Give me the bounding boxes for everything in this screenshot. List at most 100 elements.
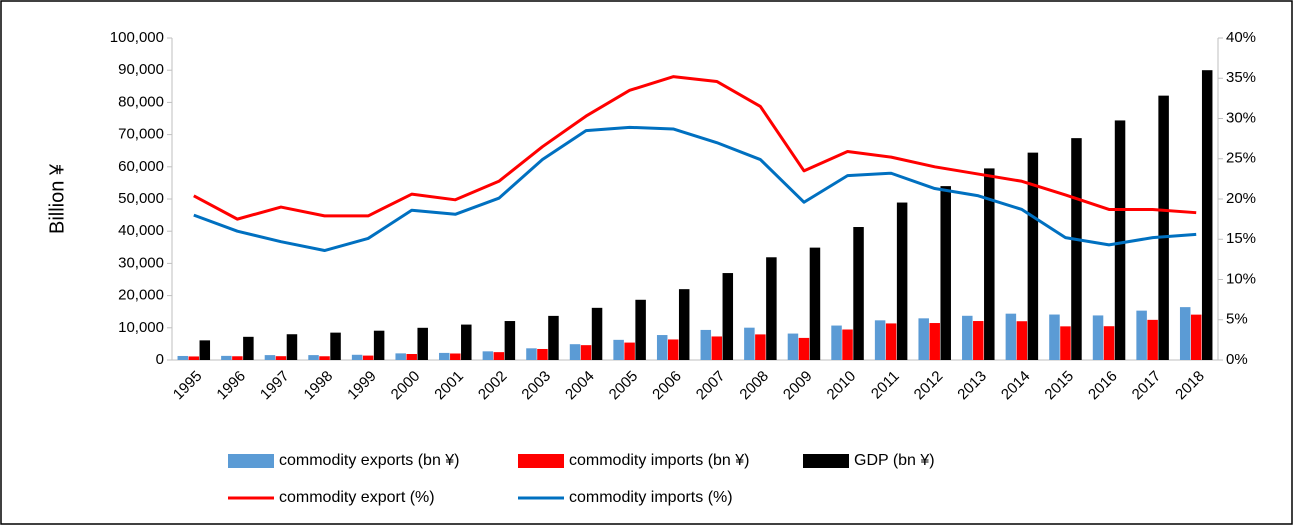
bar bbox=[308, 355, 319, 360]
y-tick-label: 40,000 bbox=[118, 222, 164, 239]
bar bbox=[962, 315, 973, 360]
bar bbox=[1027, 152, 1039, 360]
bar bbox=[243, 336, 254, 360]
bar bbox=[537, 348, 548, 360]
bar bbox=[177, 355, 189, 360]
bar bbox=[755, 334, 766, 360]
y-axis-label: Billion ¥ bbox=[46, 163, 68, 234]
bar bbox=[188, 356, 200, 360]
y2-tick-label: 25% bbox=[1226, 150, 1256, 167]
bar bbox=[853, 227, 864, 360]
bar bbox=[1092, 315, 1104, 360]
legend-label: commodity imports (%) bbox=[569, 489, 733, 506]
bar bbox=[450, 353, 461, 360]
bar bbox=[711, 336, 723, 360]
bar bbox=[1114, 120, 1126, 360]
bar bbox=[569, 344, 581, 360]
y2-tick-label: 10% bbox=[1226, 270, 1256, 287]
bar bbox=[678, 289, 690, 360]
y2-tick-label: 5% bbox=[1226, 311, 1248, 328]
bar bbox=[406, 354, 417, 360]
y-tick-label: 90,000 bbox=[118, 61, 164, 78]
bar bbox=[1060, 326, 1071, 360]
bar bbox=[613, 339, 624, 360]
bar bbox=[984, 168, 995, 360]
bar bbox=[635, 299, 646, 360]
bar bbox=[1005, 313, 1017, 360]
line bbox=[193, 125, 1197, 253]
y-tick-label: 80,000 bbox=[118, 93, 164, 110]
bar bbox=[482, 351, 494, 360]
bar bbox=[787, 333, 799, 360]
bar bbox=[1201, 70, 1213, 360]
bar bbox=[1190, 314, 1202, 360]
y-tick-label: 30,000 bbox=[118, 254, 164, 271]
bar bbox=[548, 315, 559, 360]
bar bbox=[461, 324, 472, 360]
bar bbox=[199, 340, 211, 360]
bar bbox=[232, 356, 243, 360]
y-tick-label: 10,000 bbox=[118, 319, 164, 336]
bar bbox=[286, 334, 298, 360]
legend-swatch bbox=[803, 454, 849, 468]
bar bbox=[591, 307, 603, 360]
y-tick-label: 100,000 bbox=[110, 29, 164, 46]
legend-label: commodity export (%) bbox=[279, 489, 435, 506]
bar bbox=[766, 257, 777, 360]
y2-tick-label: 35% bbox=[1226, 69, 1256, 86]
bar bbox=[973, 321, 984, 360]
bar bbox=[667, 339, 679, 360]
line bbox=[193, 75, 1197, 221]
bar bbox=[1147, 319, 1158, 360]
bar bbox=[885, 323, 897, 360]
y-tick-label: 50,000 bbox=[118, 190, 164, 207]
bar bbox=[1158, 95, 1169, 360]
bar bbox=[722, 273, 734, 360]
bar bbox=[842, 329, 853, 360]
bar bbox=[1103, 326, 1115, 360]
bar bbox=[221, 355, 232, 360]
bar bbox=[319, 356, 330, 360]
bar bbox=[918, 318, 929, 360]
bar bbox=[874, 320, 886, 360]
y-tick-label: 70,000 bbox=[118, 126, 164, 143]
y-tick-label: 0 bbox=[156, 351, 164, 368]
bar bbox=[929, 323, 940, 360]
bar bbox=[809, 247, 821, 360]
bar bbox=[656, 335, 668, 360]
bar bbox=[798, 337, 810, 360]
bar bbox=[700, 329, 712, 360]
bar bbox=[744, 327, 755, 360]
bar bbox=[362, 355, 374, 360]
y2-tick-label: 30% bbox=[1226, 109, 1256, 126]
bar bbox=[417, 327, 428, 360]
bar bbox=[439, 352, 450, 360]
legend-label: GDP (bn ¥) bbox=[854, 452, 935, 469]
bar bbox=[1016, 321, 1028, 360]
bar bbox=[580, 345, 592, 360]
legend-label: commodity imports (bn ¥) bbox=[569, 452, 750, 469]
bar bbox=[940, 186, 951, 360]
bar bbox=[831, 325, 842, 360]
bar bbox=[1071, 138, 1082, 360]
bar bbox=[351, 354, 363, 360]
y-tick-label: 60,000 bbox=[118, 158, 164, 175]
bar bbox=[896, 202, 908, 360]
bar bbox=[373, 330, 385, 360]
bar bbox=[275, 356, 287, 360]
y-tick-label: 20,000 bbox=[118, 287, 164, 304]
legend-swatch bbox=[518, 454, 564, 468]
bar bbox=[624, 342, 635, 360]
bar bbox=[1049, 314, 1060, 360]
bar bbox=[526, 348, 537, 360]
bar bbox=[1136, 310, 1147, 360]
bar bbox=[330, 332, 341, 360]
legend-label: commodity exports (bn ¥) bbox=[279, 452, 460, 469]
bar bbox=[395, 353, 406, 360]
bar bbox=[1179, 307, 1191, 360]
legend-swatch bbox=[228, 454, 274, 468]
y2-tick-label: 15% bbox=[1226, 230, 1256, 247]
bar bbox=[504, 321, 516, 360]
